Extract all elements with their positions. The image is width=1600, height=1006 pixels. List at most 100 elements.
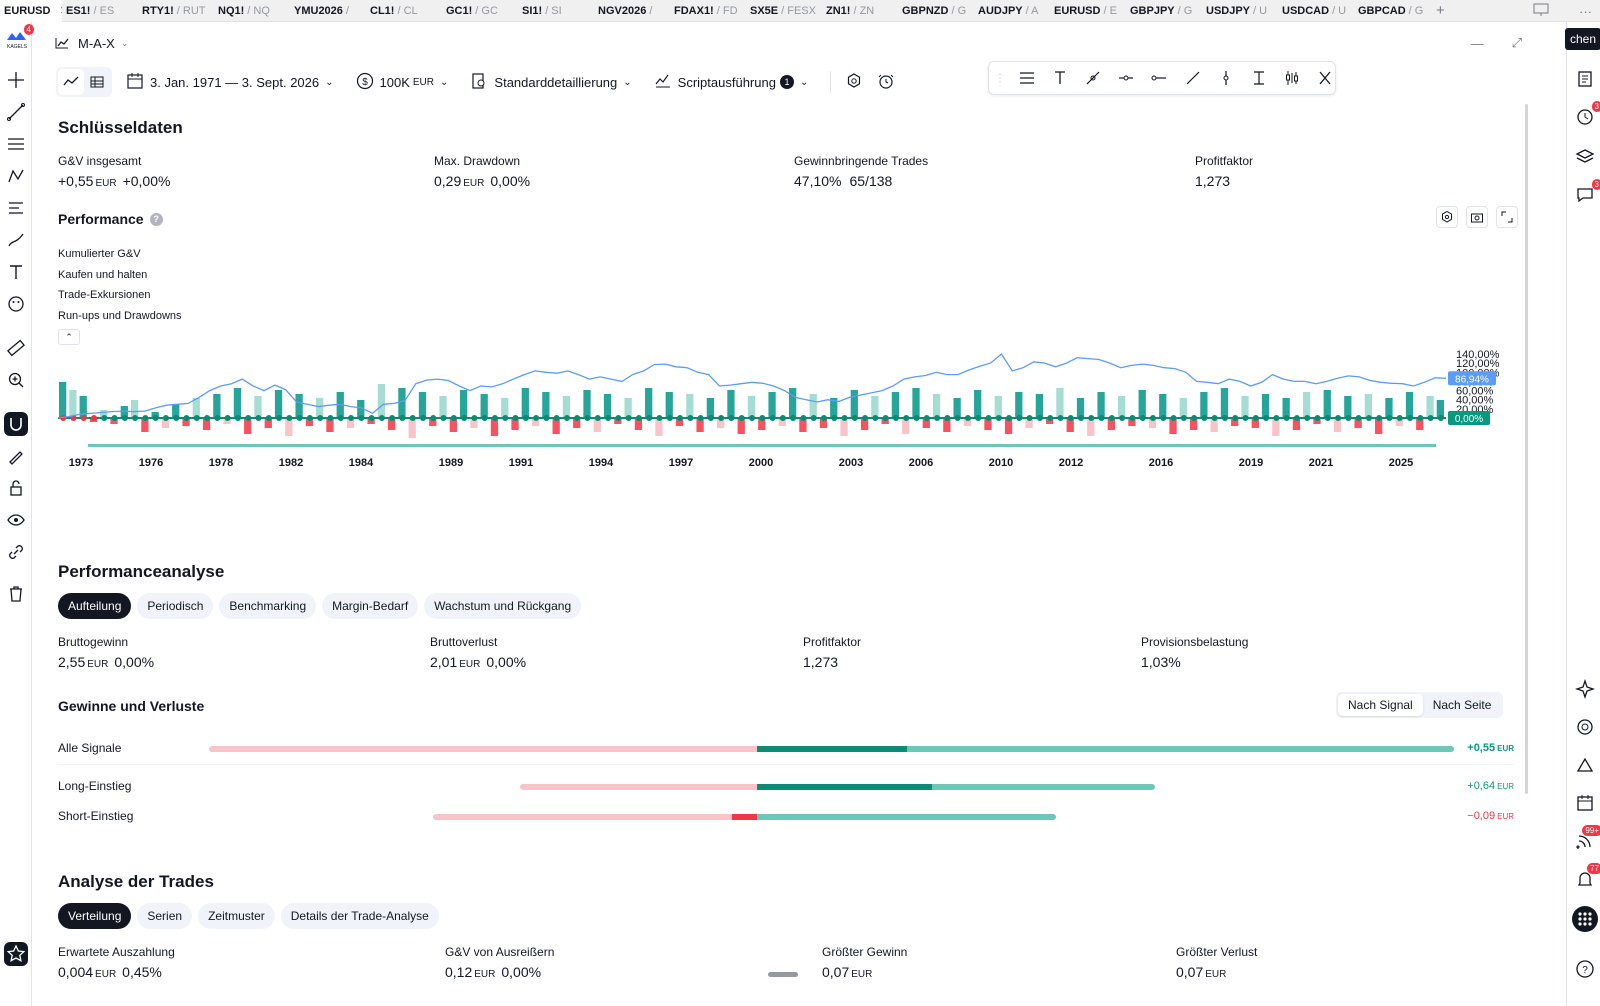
- maximize-icon[interactable]: ⤢: [1511, 35, 1522, 50]
- more-icon[interactable]: ···: [1579, 3, 1592, 19]
- tab-benchmarking[interactable]: Benchmarking: [219, 593, 317, 619]
- scroll-handle[interactable]: [768, 972, 798, 977]
- legend-item[interactable]: Kaufen und halten: [58, 268, 148, 281]
- tab-8[interactable]: NGV2026/: [594, 0, 670, 22]
- link-icon[interactable]: [4, 540, 28, 564]
- tab-5[interactable]: CL1! / CL: [366, 0, 442, 22]
- tab-17[interactable]: USDCAD / U: [1278, 0, 1354, 22]
- camera-icon[interactable]: [1466, 206, 1488, 228]
- tab-margin-bedarf[interactable]: Margin-Bedarf: [322, 593, 419, 619]
- tab-16[interactable]: USDJPY / U: [1202, 0, 1278, 22]
- legend-item[interactable]: Kumulierter G&V: [58, 248, 141, 260]
- feed-icon[interactable]: 99+: [1574, 825, 1600, 852]
- sparkle-icon[interactable]: [1574, 678, 1596, 700]
- tab-13[interactable]: AUDJPY / A: [974, 0, 1050, 22]
- detail-button[interactable]: Standarddetaillierung ⌄: [470, 72, 632, 93]
- tab-18[interactable]: GBPCAD / G: [1354, 0, 1430, 22]
- date-range-button[interactable]: 3. Jan. 1971 — 3. Sept. 2026 ⌄: [126, 72, 334, 93]
- trend-line-icon[interactable]: [4, 100, 28, 124]
- tab-serien[interactable]: Serien: [137, 903, 193, 929]
- tab-15[interactable]: GBPJPY / G: [1126, 0, 1202, 22]
- apps-icon[interactable]: [1572, 906, 1598, 932]
- performance-chart[interactable]: 140,00%120,00%100,00%80,00%60,00%40,00%2…: [38, 240, 1530, 520]
- scrollbar[interactable]: [1525, 104, 1528, 794]
- tab-4[interactable]: YMU2026/: [290, 0, 366, 22]
- legend-item[interactable]: Trade-Exkursionen: [58, 289, 151, 301]
- alert-clock-icon[interactable]: 3: [1574, 101, 1600, 128]
- text-icon[interactable]: [4, 260, 28, 284]
- vline-tool-icon[interactable]: [1216, 68, 1235, 88]
- tab-wachstum-und-r-ckgang[interactable]: Wachstum und Rückgang: [424, 593, 582, 619]
- zoom-icon[interactable]: [4, 368, 28, 392]
- help-icon[interactable]: ?: [1574, 958, 1596, 980]
- logo-icon[interactable]: KAGELS 4: [4, 24, 34, 50]
- candles-tool-icon[interactable]: [1283, 68, 1302, 88]
- tab-1[interactable]: ES1! / ES: [62, 0, 138, 22]
- minimize-icon[interactable]: —: [1470, 35, 1484, 51]
- brush-icon[interactable]: [4, 228, 28, 252]
- tab-aufteilung[interactable]: Aufteilung: [58, 593, 132, 619]
- tab-periodisch[interactable]: Periodisch: [137, 593, 214, 619]
- tab-verteilung[interactable]: Verteilung: [58, 903, 132, 929]
- tab-7[interactable]: SI1! / SI: [518, 0, 594, 22]
- tab-10[interactable]: SX5E / FESX: [746, 0, 822, 22]
- emoji-icon[interactable]: [4, 292, 28, 316]
- tab-9[interactable]: FDAX1! / FD: [670, 0, 746, 22]
- layers-icon[interactable]: [1574, 146, 1596, 168]
- fib-icon[interactable]: [4, 132, 28, 156]
- calendar-icon[interactable]: [1574, 792, 1596, 814]
- tab-2[interactable]: RTY1! / RUT: [138, 0, 214, 22]
- range-tool-icon[interactable]: [1249, 68, 1268, 88]
- table-view-icon[interactable]: [84, 69, 110, 95]
- ideas-icon[interactable]: [1574, 754, 1596, 776]
- add-tab-icon[interactable]: +: [1436, 2, 1445, 19]
- close-icon[interactable]: ✕: [59, 4, 62, 17]
- eye-icon[interactable]: [4, 508, 28, 532]
- lock-draw-icon[interactable]: [4, 444, 28, 468]
- tab-11[interactable]: ZN1! / ZN: [822, 0, 898, 22]
- tab-zeitmuster[interactable]: Zeitmuster: [198, 903, 275, 929]
- lock-icon[interactable]: [4, 476, 28, 500]
- tab-14[interactable]: EURUSD / E: [1050, 0, 1126, 22]
- ray-tool-icon[interactable]: [1150, 68, 1169, 88]
- bell-icon[interactable]: 77: [1574, 863, 1600, 890]
- legend-item[interactable]: Run-ups und Drawdowns: [58, 309, 182, 322]
- close-icon[interactable]: [1316, 68, 1335, 88]
- trash-icon[interactable]: [4, 582, 28, 606]
- collapse-legend-icon[interactable]: ⌃: [58, 329, 80, 345]
- magnet-icon[interactable]: [4, 412, 28, 436]
- add-alert-button[interactable]: [877, 72, 895, 93]
- path-tool-icon[interactable]: [1083, 68, 1102, 88]
- fullscreen-icon[interactable]: [1496, 206, 1518, 228]
- settings-icon[interactable]: [1436, 206, 1458, 228]
- tab-details-der-trade-analyse[interactable]: Details der Trade-Analyse: [280, 903, 439, 929]
- fib-tool-icon[interactable]: [1017, 68, 1036, 88]
- ruler-icon[interactable]: [4, 336, 28, 360]
- watchlist-icon[interactable]: [1574, 68, 1596, 90]
- forecast-icon[interactable]: [4, 196, 28, 220]
- chat-icon[interactable]: 3: [1574, 179, 1600, 206]
- strategy-name[interactable]: M-A-X: [78, 35, 115, 51]
- capital-button[interactable]: $ 100K EUR ⌄: [356, 72, 448, 93]
- tab-12[interactable]: GBPNZD / G: [898, 0, 974, 22]
- drag-handle-icon[interactable]: ⋮: [995, 72, 1005, 84]
- tab-0[interactable]: EURUSD ✕: [0, 0, 62, 22]
- layout-icon[interactable]: [1533, 3, 1549, 20]
- target-icon[interactable]: [1574, 716, 1596, 738]
- search-button[interactable]: chen: [1565, 28, 1600, 50]
- by-side-button[interactable]: Nach Seite: [1432, 698, 1492, 712]
- pattern-icon[interactable]: [4, 164, 28, 188]
- star-icon[interactable]: [4, 942, 28, 966]
- text-tool-icon[interactable]: [1050, 68, 1069, 88]
- chart-view-icon[interactable]: [58, 69, 84, 95]
- tab-3[interactable]: NQ1! / NQ: [214, 0, 290, 22]
- tab-6[interactable]: GC1! / GC: [442, 0, 518, 22]
- hline-tool-icon[interactable]: [1117, 68, 1136, 88]
- settings-button[interactable]: [845, 72, 863, 93]
- chevron-down-icon[interactable]: ⌄: [120, 37, 129, 48]
- by-signal-button[interactable]: Nach Signal: [1338, 694, 1423, 716]
- script-button[interactable]: Scriptausführung 1 ⌄: [654, 72, 808, 93]
- trendline-tool-icon[interactable]: [1183, 68, 1202, 88]
- crosshair-icon[interactable]: [4, 68, 28, 92]
- help-icon[interactable]: ?: [149, 212, 163, 226]
